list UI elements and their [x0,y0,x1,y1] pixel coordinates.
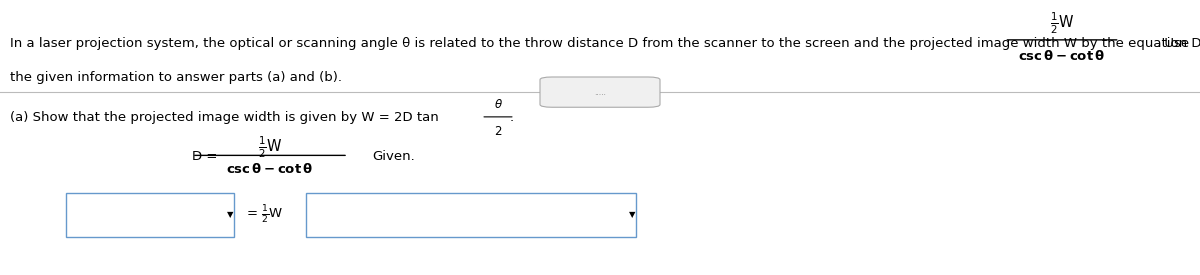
Text: the given information to answer parts (a) and (b).: the given information to answer parts (a… [10,72,342,84]
Text: .: . [510,111,514,124]
Text: D =: D = [192,150,217,163]
Text: $\bf{csc}\,\theta - \bf{cot}\,\theta$: $\bf{csc}\,\theta - \bf{cot}\,\theta$ [1019,50,1105,64]
Text: ▼: ▼ [629,210,636,219]
FancyBboxPatch shape [66,192,234,236]
Text: .....: ..... [594,88,606,97]
Text: In a laser projection system, the optical or scanning angle θ is related to the : In a laser projection system, the optica… [10,37,1200,50]
FancyBboxPatch shape [540,77,660,107]
Text: $\bf{csc}\,\theta - \bf{cot}\,\theta$: $\bf{csc}\,\theta - \bf{cot}\,\theta$ [227,162,313,176]
Text: Given.: Given. [372,150,415,163]
Text: ▼: ▼ [227,210,234,219]
Text: $\theta$: $\theta$ [493,98,503,111]
Text: 2: 2 [494,125,502,138]
Text: = $\frac{1}{2}$W: = $\frac{1}{2}$W [246,204,283,226]
Text: . Use: . Use [1156,37,1189,50]
Text: (a) Show that the projected image width is given by W = 2D tan: (a) Show that the projected image width … [10,111,438,124]
Text: $\mathdefault{\frac{1}{2}}$W: $\mathdefault{\frac{1}{2}}$W [1050,11,1074,36]
FancyBboxPatch shape [306,192,636,236]
Text: $\frac{1}{2}$W: $\frac{1}{2}$W [258,135,282,160]
